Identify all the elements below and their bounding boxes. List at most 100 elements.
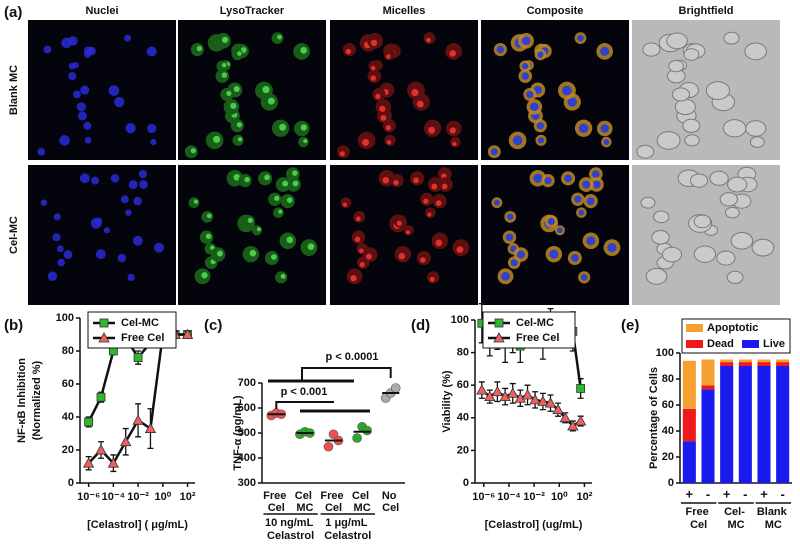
nucleus xyxy=(147,123,157,134)
vesicle xyxy=(221,36,229,44)
micrograph xyxy=(330,20,478,160)
nucleus xyxy=(564,174,572,183)
vesicle xyxy=(345,48,351,55)
vesicle xyxy=(286,197,293,203)
cell-outline xyxy=(661,246,683,263)
y-tick-label: 500 xyxy=(238,427,256,439)
bar-segment xyxy=(776,366,790,483)
nucleus xyxy=(577,34,584,42)
marker xyxy=(491,385,504,397)
nucleus xyxy=(120,195,129,204)
marker xyxy=(499,390,511,402)
vesicle xyxy=(247,217,253,223)
nucleus xyxy=(125,123,136,134)
vesicle xyxy=(355,216,361,222)
x-tick-label: Cel MC xyxy=(295,490,315,514)
nucleus xyxy=(138,169,147,179)
bar-segment xyxy=(757,359,771,363)
nucleus xyxy=(537,137,545,144)
vesicle xyxy=(300,47,307,54)
vesicle xyxy=(398,252,406,260)
vesicle xyxy=(307,243,315,250)
y-tick-label: 40 xyxy=(62,411,74,423)
cell-outline xyxy=(668,59,684,73)
cell-outline xyxy=(674,98,696,116)
nucleus xyxy=(56,245,64,253)
column-header: Nuclei xyxy=(85,5,118,17)
vesicle xyxy=(205,233,212,239)
x-tick-label: 10⁻² xyxy=(523,491,545,503)
micrograph xyxy=(178,20,326,160)
vesicle xyxy=(190,148,196,154)
nucleus xyxy=(59,135,70,146)
micrograph xyxy=(28,20,176,160)
vesicle xyxy=(236,122,242,128)
image-background xyxy=(28,165,176,305)
text-line: Free xyxy=(263,490,289,502)
bar-segment xyxy=(757,366,771,483)
bar-segment xyxy=(720,362,734,366)
nucleus xyxy=(516,250,526,259)
y-tick-label: 20 xyxy=(457,444,469,456)
marker xyxy=(521,389,534,400)
nucleus xyxy=(68,36,78,46)
cell-outline xyxy=(745,120,767,137)
group-label: Cel- MC xyxy=(724,506,748,531)
y-tick-label: 100 xyxy=(56,312,74,324)
nucleus xyxy=(510,259,518,267)
x-tick-label: + xyxy=(686,486,694,501)
nucleus xyxy=(146,46,157,57)
vesicle xyxy=(217,250,223,257)
x-tick-label: - xyxy=(743,486,747,501)
marker xyxy=(84,417,94,427)
micrograph xyxy=(330,165,478,305)
bar-segment xyxy=(757,362,771,366)
vesicle xyxy=(386,140,392,145)
bar-segment xyxy=(682,441,696,483)
nucleus xyxy=(57,258,66,267)
nucleus xyxy=(72,90,81,99)
legend-label: Dead xyxy=(707,338,734,350)
y-tick-label: 700 xyxy=(238,377,256,389)
x-tick-label: - xyxy=(780,486,784,501)
marker xyxy=(96,392,106,402)
micrograph xyxy=(28,165,176,305)
nucleus xyxy=(567,97,578,107)
nucleus xyxy=(512,135,523,146)
x-tick-label: + xyxy=(760,486,768,501)
nucleus xyxy=(603,139,610,145)
cell-outline xyxy=(636,144,655,159)
vesicle xyxy=(350,275,357,282)
vesicle xyxy=(271,254,277,260)
nucleus xyxy=(574,195,582,203)
nucleus xyxy=(592,170,600,178)
bar-segment xyxy=(701,359,715,386)
nucleus xyxy=(40,199,48,206)
y-tick-label: 60 xyxy=(662,399,674,411)
x-tick-label: Free Cel xyxy=(263,490,289,514)
nucleus xyxy=(83,121,92,130)
vesicle xyxy=(193,199,199,204)
marker xyxy=(494,318,504,328)
y-tick-label: 0 xyxy=(668,477,674,489)
panel-label: (c) xyxy=(204,317,222,334)
marker xyxy=(537,395,549,406)
vesicle xyxy=(264,174,270,181)
text-line: 10 ng/mL xyxy=(265,517,316,529)
nucleus xyxy=(68,72,77,81)
nucleus xyxy=(544,176,552,185)
nucleus xyxy=(132,235,143,246)
nucleus xyxy=(607,242,617,253)
data-point xyxy=(323,441,334,452)
column-header: LysoTracker xyxy=(220,5,285,17)
marker xyxy=(476,384,488,395)
vesicle xyxy=(267,97,275,105)
nucleus xyxy=(103,227,110,234)
vesicle xyxy=(249,249,257,257)
bar-segment xyxy=(776,362,790,366)
nucleus xyxy=(117,253,127,263)
nucleus xyxy=(91,176,100,185)
marker xyxy=(99,318,109,328)
vesicle xyxy=(292,180,299,187)
marker xyxy=(98,332,110,343)
